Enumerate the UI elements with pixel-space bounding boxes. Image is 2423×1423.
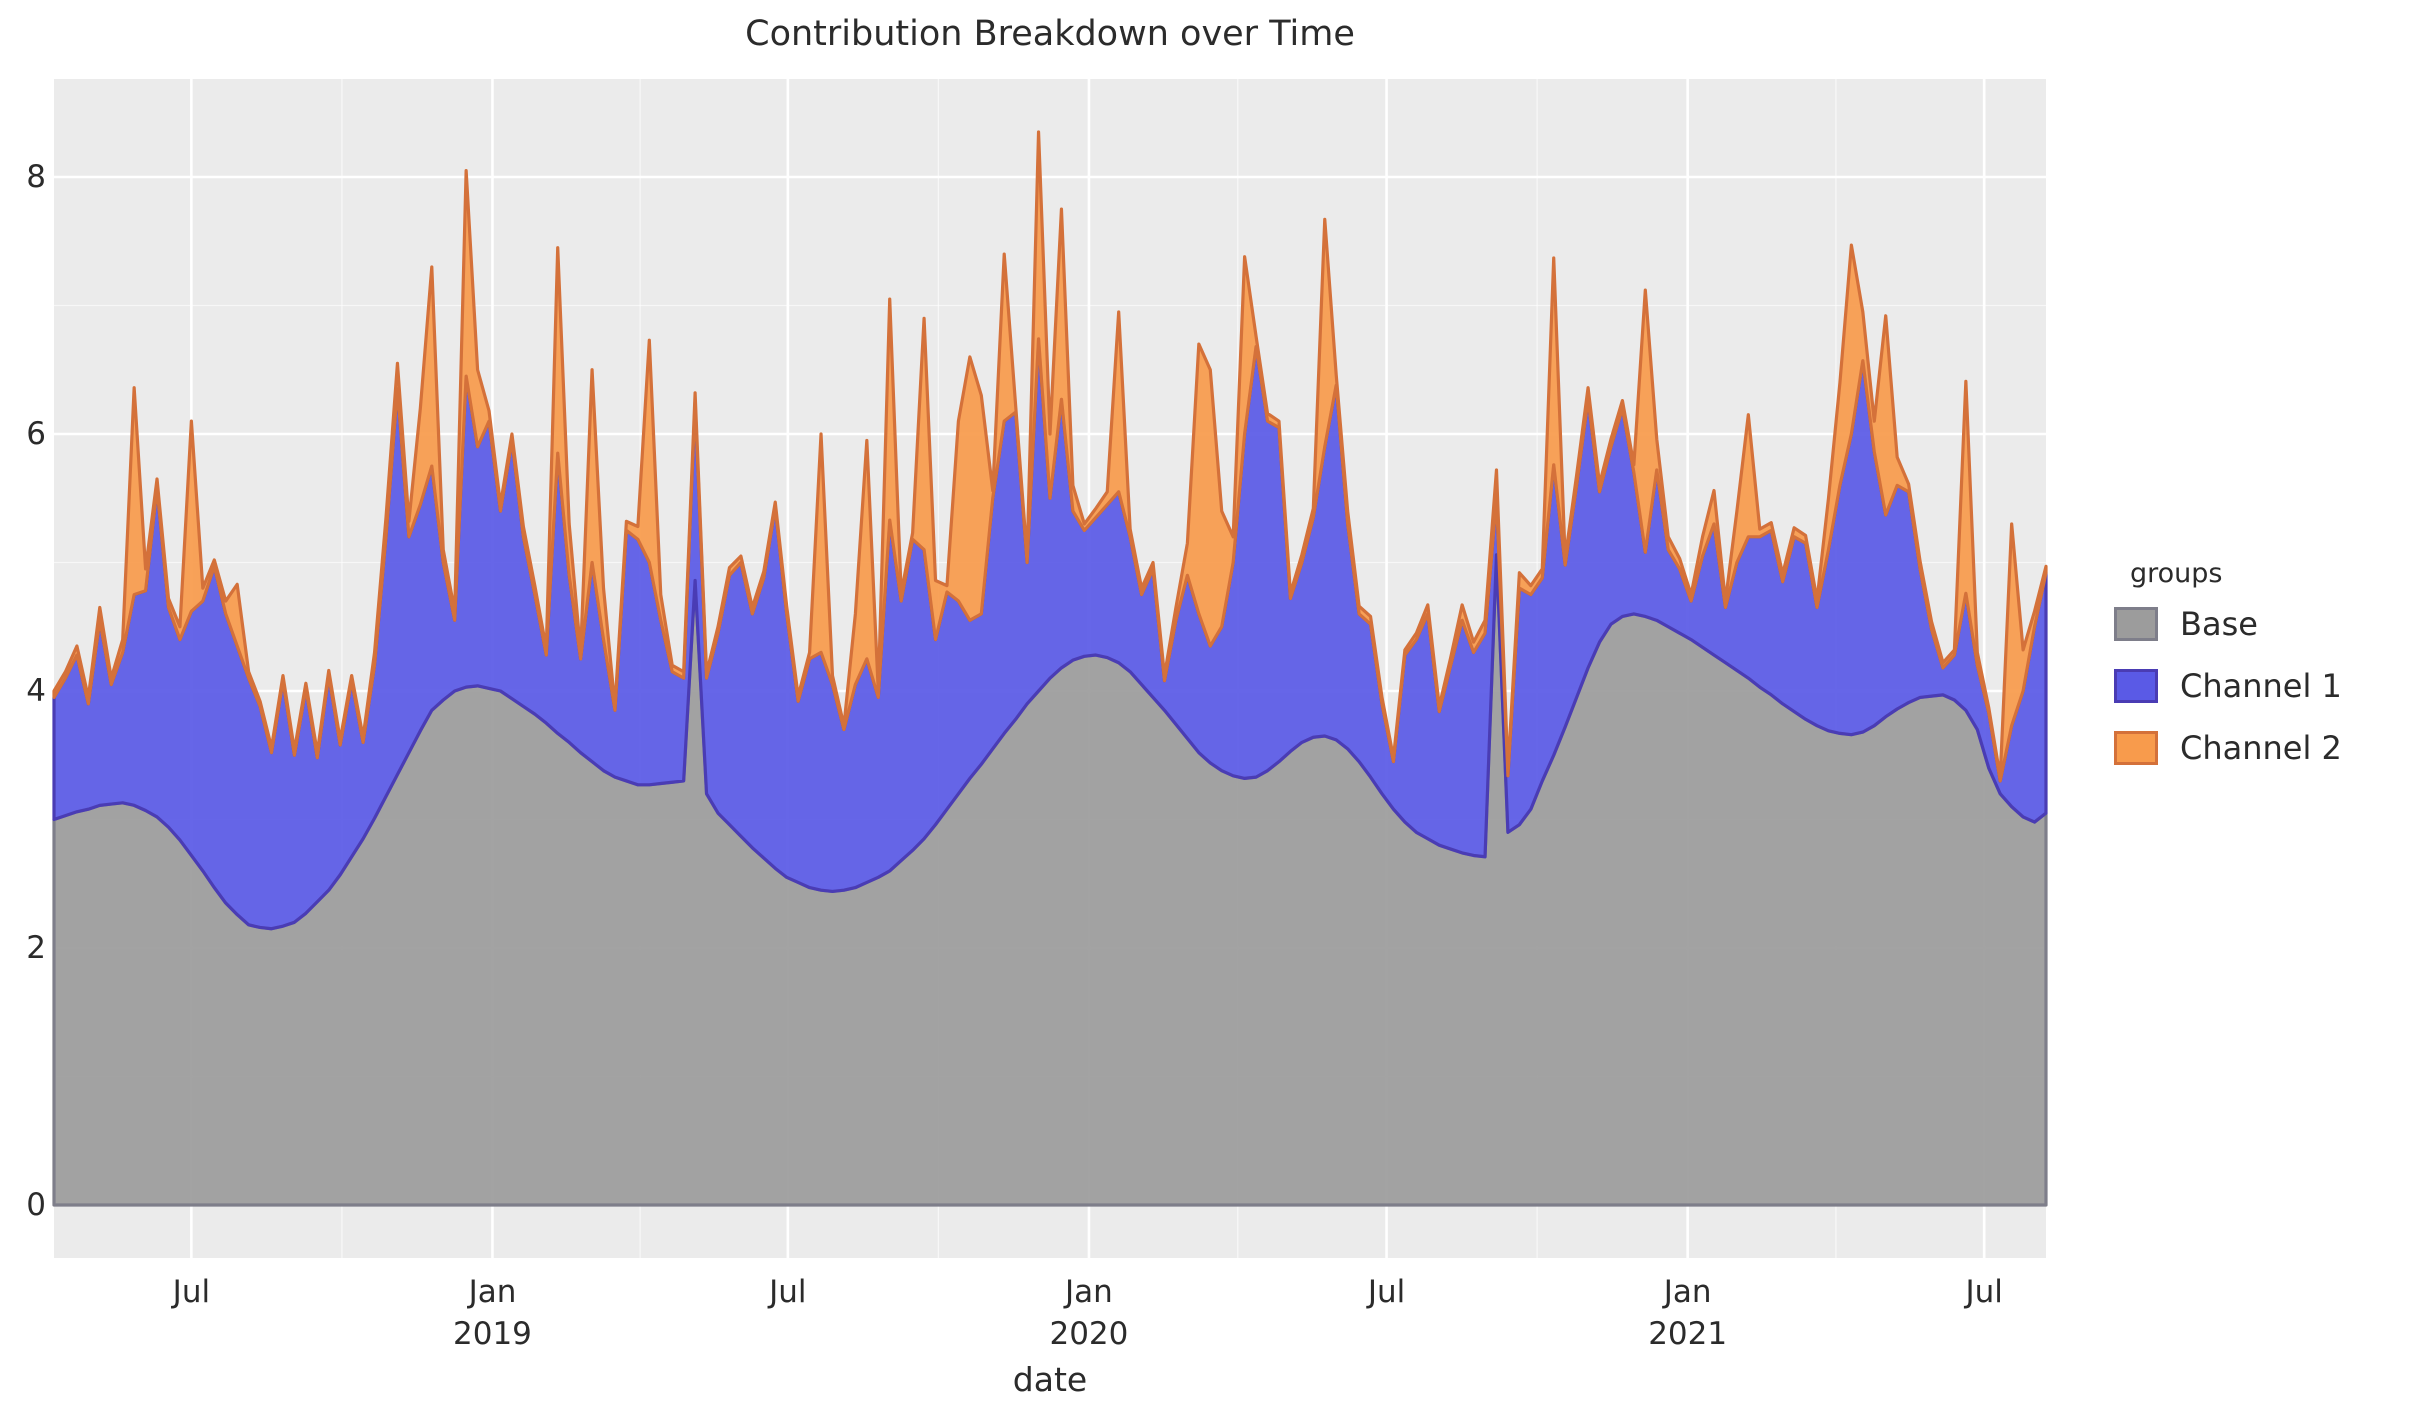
- x-tick-label: Jul: [172, 1274, 211, 1310]
- x-tick-label: Jan 2021: [1608, 1272, 1768, 1356]
- legend-item-channel-2: Channel 2: [2114, 729, 2414, 767]
- legend-swatch-icon: [2114, 607, 2158, 641]
- legend-swatch-icon: [2114, 731, 2158, 765]
- x-tick-label: Jul: [1367, 1274, 1406, 1310]
- legend-swatch-icon: [2114, 669, 2158, 703]
- x-tick-year-label: 2019: [453, 1316, 532, 1352]
- x-tick-label: Jul: [769, 1274, 807, 1310]
- legend-item-channel-1: Channel 1: [2114, 667, 2414, 705]
- legend: groups Base Channel 1 Channel 2: [2114, 558, 2414, 791]
- y-tick-label: 8: [26, 159, 46, 195]
- x-tick-label: Jan 2020: [1009, 1272, 1169, 1356]
- legend-label: Base: [2180, 605, 2258, 643]
- legend-title: groups: [2130, 558, 2223, 589]
- chart-title: Contribution Breakdown over Time: [745, 14, 1355, 54]
- legend-items: Base Channel 1 Channel 2: [2114, 605, 2414, 767]
- legend-label: Channel 2: [2180, 729, 2342, 767]
- y-tick-label: 4: [26, 673, 46, 709]
- x-tick-year-label: 2020: [1049, 1316, 1129, 1352]
- y-tick-label: 6: [26, 416, 46, 452]
- area-channel-2: [52, 130, 2048, 783]
- x-tick-year-label: 2021: [1648, 1316, 1728, 1352]
- x-axis-title: date: [1012, 1360, 1088, 1399]
- y-tick-label: 0: [26, 1187, 46, 1223]
- y-tick-label: 2: [26, 930, 46, 966]
- legend-label: Channel 1: [2180, 667, 2342, 705]
- x-tick-label: Jul: [1965, 1274, 2003, 1310]
- legend-item-base: Base: [2114, 605, 2414, 643]
- x-tick-label: Jan 2019: [412, 1272, 572, 1356]
